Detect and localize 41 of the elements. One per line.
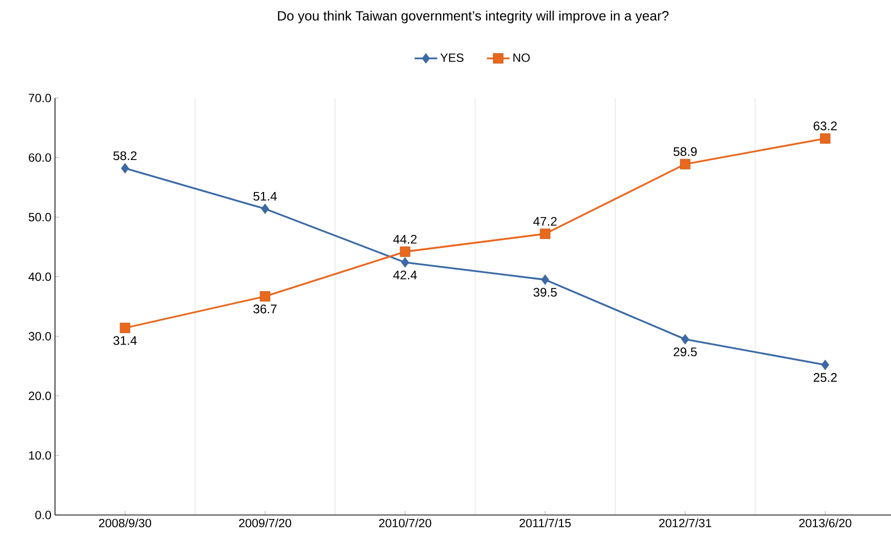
data-label: 25.2 (814, 373, 837, 382)
point (260, 291, 270, 302)
data-label: 29.5 (674, 347, 697, 356)
y-tick-label: 70.0 (28, 94, 52, 102)
data-label: 58.2 (113, 151, 137, 160)
data-label: 44.2 (393, 234, 417, 244)
point (681, 334, 690, 344)
data-label: 42.4 (393, 270, 417, 280)
data-label: 39.5 (533, 288, 557, 297)
point (820, 133, 830, 144)
x-tick-label: 2009/7/20 (239, 518, 292, 528)
legend-label: NO (513, 53, 530, 62)
y-tick-label: 50.0 (28, 212, 52, 222)
point (400, 246, 410, 257)
y-tick-label: 10.0 (29, 451, 52, 460)
data-label: 58.9 (674, 147, 697, 156)
point (821, 360, 830, 370)
legend-label: YES (440, 53, 464, 62)
point (261, 204, 269, 214)
y-tick-label: 0.0 (35, 510, 52, 520)
y-tick-label: 60.0 (28, 153, 52, 162)
x-tick-label: 2011/7/15 (520, 518, 571, 528)
y-tick-label: 30.0 (28, 332, 52, 341)
y-tick-label: 40.0 (28, 272, 52, 281)
data-label: 31.4 (113, 336, 137, 345)
point (680, 158, 690, 170)
point (120, 322, 130, 334)
point (540, 228, 550, 239)
x-tick-label: 2008/9/30 (99, 518, 152, 528)
data-label: 51.4 (253, 192, 277, 201)
y-tick-label: 20.0 (28, 392, 52, 400)
data-label: 47.2 (533, 216, 557, 226)
data-label: 63.2 (814, 122, 837, 130)
x-tick-label: 2012/7/31 (659, 518, 712, 528)
x-tick-label: 2010/7/20 (379, 518, 432, 528)
chart-title: Do you think Taiwan government’s integrity will improve in a year? (278, 10, 669, 24)
x-tick-label: 2013/6/20 (799, 518, 852, 528)
point (541, 274, 550, 285)
point (401, 257, 410, 268)
point (121, 163, 129, 174)
data-label: 36.7 (253, 304, 277, 314)
